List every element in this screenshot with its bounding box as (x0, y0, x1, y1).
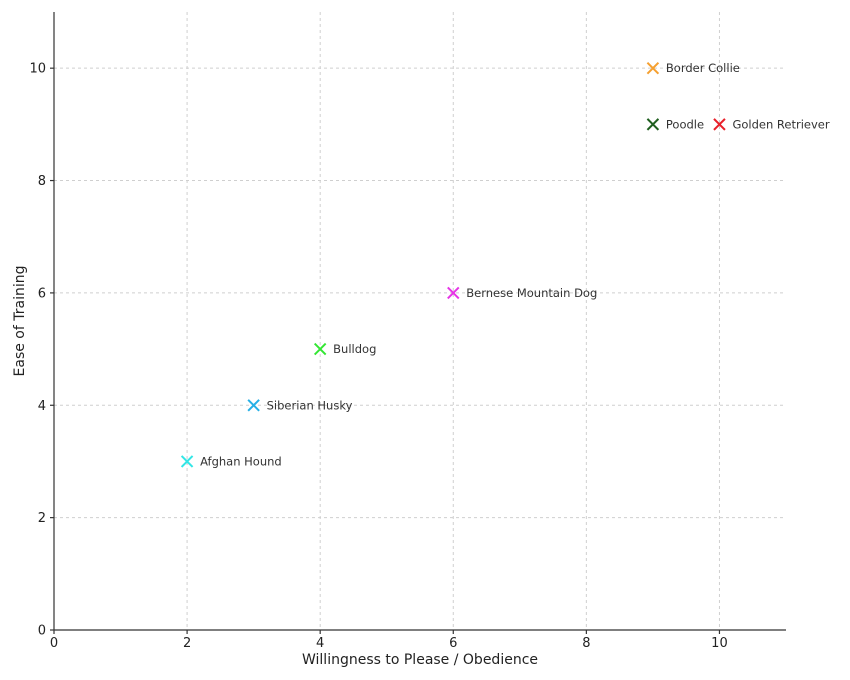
point-label: Border Collie (666, 61, 740, 75)
x-marker-stroke (180, 455, 194, 468)
data-point: Bernese Mountain Dog (447, 286, 597, 300)
point-label: Afghan Hound (200, 454, 282, 468)
x-tick-label: 6 (449, 636, 457, 651)
data-point: Poodle (646, 117, 704, 131)
data-point: Siberian Husky (247, 398, 353, 412)
y-tick-label: 8 (38, 174, 46, 189)
y-axis-title: Ease of Training (12, 266, 28, 377)
data-point: Border Collie (646, 61, 740, 75)
axes-layer (53, 12, 786, 631)
x-tick-label: 4 (316, 636, 324, 651)
grid-layer (54, 12, 786, 630)
y-tick-label: 4 (38, 399, 46, 414)
ticks-layer: 0 2 4 6 8 10 0 2 4 6 8 10 (29, 62, 727, 651)
x-tick-label: 2 (183, 636, 191, 651)
point-label: Bulldog (333, 342, 376, 356)
x-tick-label: 10 (711, 636, 728, 651)
point-label: Siberian Husky (267, 398, 353, 412)
x-tick-label: 8 (582, 636, 590, 651)
y-tick-label: 6 (38, 286, 46, 301)
point-label: Bernese Mountain Dog (466, 286, 597, 300)
y-tick-label: 2 (38, 511, 46, 526)
y-tick-label: 10 (29, 62, 46, 77)
x-marker-stroke (247, 399, 260, 412)
point-label: Golden Retriever (732, 117, 829, 131)
x-marker-stroke (646, 118, 660, 131)
x-axis-title: Willingness to Please / Obedience (302, 652, 538, 668)
y-tick-label: 0 (38, 624, 46, 639)
x-marker-stroke (447, 286, 460, 300)
x-marker-stroke (713, 118, 726, 131)
x-tick-label: 0 (50, 636, 58, 651)
data-point: Golden Retriever (713, 117, 830, 131)
points-layer: Afghan Hound Siberian Husky Bulldog Bernese… (180, 61, 830, 468)
x-marker-stroke (313, 342, 327, 356)
data-point: Bulldog (313, 342, 376, 356)
point-label: Poodle (666, 117, 704, 131)
x-marker-stroke (646, 61, 660, 75)
data-point: Afghan Hound (180, 454, 282, 468)
